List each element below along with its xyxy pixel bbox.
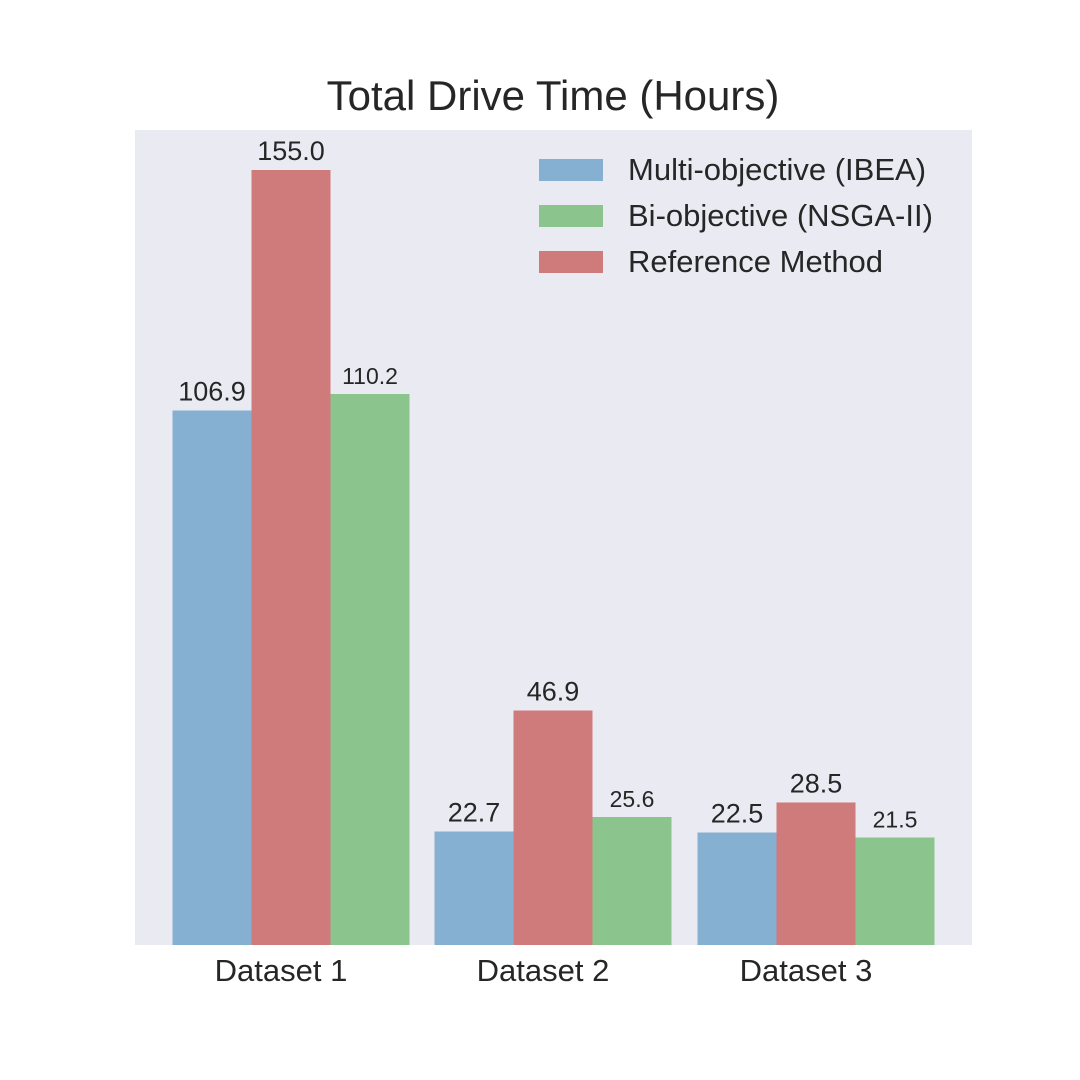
bar-1-2 [251, 170, 331, 945]
data-label-1-2: 155.0 [257, 136, 325, 166]
bar-1-1 [172, 410, 252, 945]
bar-3-2 [776, 802, 856, 945]
x-tick-label-3: Dataset 3 [740, 953, 873, 988]
bar-3-1 [697, 832, 777, 945]
legend: Multi-objective (IBEA) Bi-objective (NSGA… [539, 152, 933, 279]
legend-swatch-3 [539, 251, 603, 273]
chart-title: Total Drive Time (Hours) [327, 72, 780, 119]
data-label-1-1: 106.9 [178, 377, 246, 407]
legend-swatch-2 [539, 205, 603, 227]
bar-3-3 [855, 837, 935, 945]
bar-2-2 [513, 710, 593, 945]
bar-2-3 [592, 817, 672, 945]
legend-label-3: Reference Method [628, 244, 883, 279]
data-labels-layer: 106.9 22.7 22.5 155.0 46.9 28.5 110.2 25.6 21.5 [178, 136, 917, 833]
x-tick-label-1: Dataset 1 [215, 953, 348, 988]
data-label-1-3: 110.2 [342, 363, 398, 389]
x-axis-ticks: Dataset 1 Dataset 2 Dataset 3 [215, 953, 873, 988]
legend-label-1: Multi-objective (IBEA) [628, 152, 926, 187]
data-label-2-3: 25.6 [610, 786, 655, 812]
x-tick-label-2: Dataset 2 [477, 953, 610, 988]
bar-1-3 [330, 394, 410, 945]
data-label-3-2: 28.5 [790, 769, 843, 799]
data-label-3-1: 22.5 [711, 799, 764, 829]
data-label-2-2: 46.9 [527, 677, 580, 707]
bars-layer [172, 170, 935, 945]
data-label-2-1: 22.7 [448, 798, 501, 828]
legend-label-2: Bi-objective (NSGA-II) [628, 198, 933, 233]
legend-swatch-1 [539, 159, 603, 181]
bar-2-1 [434, 831, 514, 945]
data-label-3-3: 21.5 [873, 807, 918, 833]
